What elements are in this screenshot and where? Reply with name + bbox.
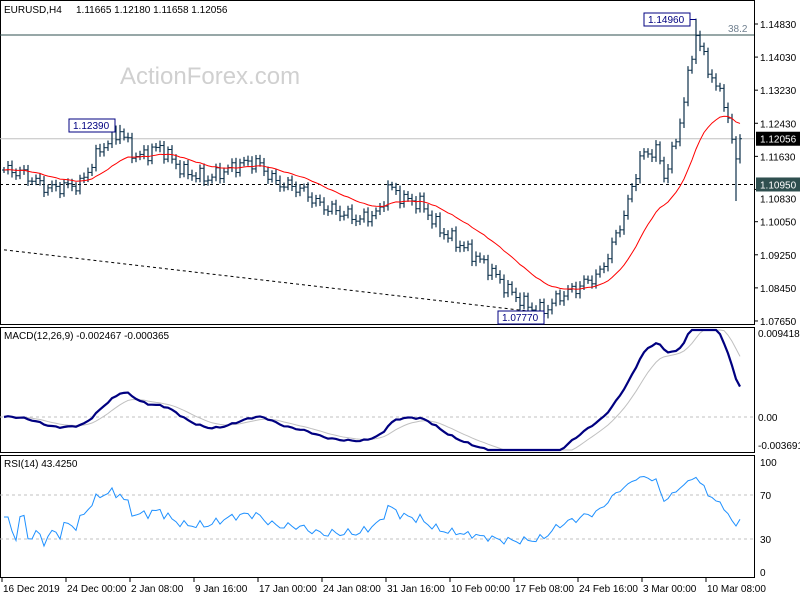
time-label: 24 Feb 16:00 <box>579 584 638 595</box>
rsi-axis-label: 0 <box>760 568 766 579</box>
price-panel <box>0 0 755 325</box>
price-tick-label: 1.07650 <box>760 317 797 328</box>
rsi-axis-label: 70 <box>760 491 772 502</box>
current-price-badge <box>756 131 800 146</box>
price-tick-label: 1.13230 <box>760 86 797 97</box>
price-tick-label: 1.10830 <box>760 194 797 205</box>
macd-axis-label: 0.00 <box>758 413 778 424</box>
price-tick-label: 1.14830 <box>760 20 797 31</box>
rsi-line <box>4 476 741 548</box>
mid-label: 1.12390 <box>73 121 110 132</box>
time-label: 31 Jan 16:00 <box>387 584 445 595</box>
high-label: 1.14960 <box>648 15 685 26</box>
macd-axis-label: 0.009418 <box>758 329 800 340</box>
rsi-panel <box>0 455 755 578</box>
time-label: 17 Feb 08:00 <box>515 584 574 595</box>
support-price-badge <box>756 177 800 192</box>
ohlc-values: 1.11665 1.12180 1.11658 1.12056 <box>76 5 228 16</box>
time-label: 9 Jan 16:00 <box>195 584 248 595</box>
watermark: ActionForex.com <box>120 63 300 90</box>
price-tick-label: 1.11630 <box>760 152 796 163</box>
time-label: 2 Jan 08:00 <box>131 584 184 595</box>
mid-label-box <box>68 118 116 133</box>
macd-title: MACD(12,26,9) -0.002467 -0.000365 <box>4 331 170 342</box>
macd-axis-label: -0.003691 <box>758 441 800 452</box>
time-label: 24 Jan 08:00 <box>323 584 381 595</box>
low-label: 1.07770 <box>502 313 539 324</box>
trendline <box>3 249 529 312</box>
time-label: 3 Mar 00:00 <box>643 584 697 595</box>
current-price-value: 1.12056 <box>760 135 797 146</box>
time-label: 10 Mar 08:00 <box>707 584 766 595</box>
price-tick-label: 1.08450 <box>760 284 797 295</box>
macd-signal-line <box>3 329 741 451</box>
macd-panel <box>0 327 755 453</box>
price-tick-label: 1.09250 <box>760 251 797 262</box>
time-label: 10 Feb 00:00 <box>451 584 510 595</box>
rsi-axis-label: 100 <box>760 458 777 469</box>
time-label: 24 Dec 00:00 <box>67 584 127 595</box>
macd-line <box>3 328 741 452</box>
time-label: 17 Jan 00:00 <box>259 584 317 595</box>
chart-title: EURUSD,H4 <box>4 5 62 16</box>
support-price-value: 1.10950 <box>760 180 797 191</box>
low-label-box <box>497 310 545 325</box>
price-tick-label: 1.10050 <box>760 218 797 229</box>
moving-average-line <box>3 115 741 290</box>
time-label: 16 Dec 2019 <box>3 584 60 595</box>
fib-382-label: 38.2 <box>728 24 748 35</box>
rsi-title: RSI(14) 43.4250 <box>4 459 78 470</box>
rsi-axis-label: 30 <box>760 535 772 546</box>
price-tick-label: 1.14030 <box>760 53 797 64</box>
price-tick-label: 1.12430 <box>760 119 797 130</box>
